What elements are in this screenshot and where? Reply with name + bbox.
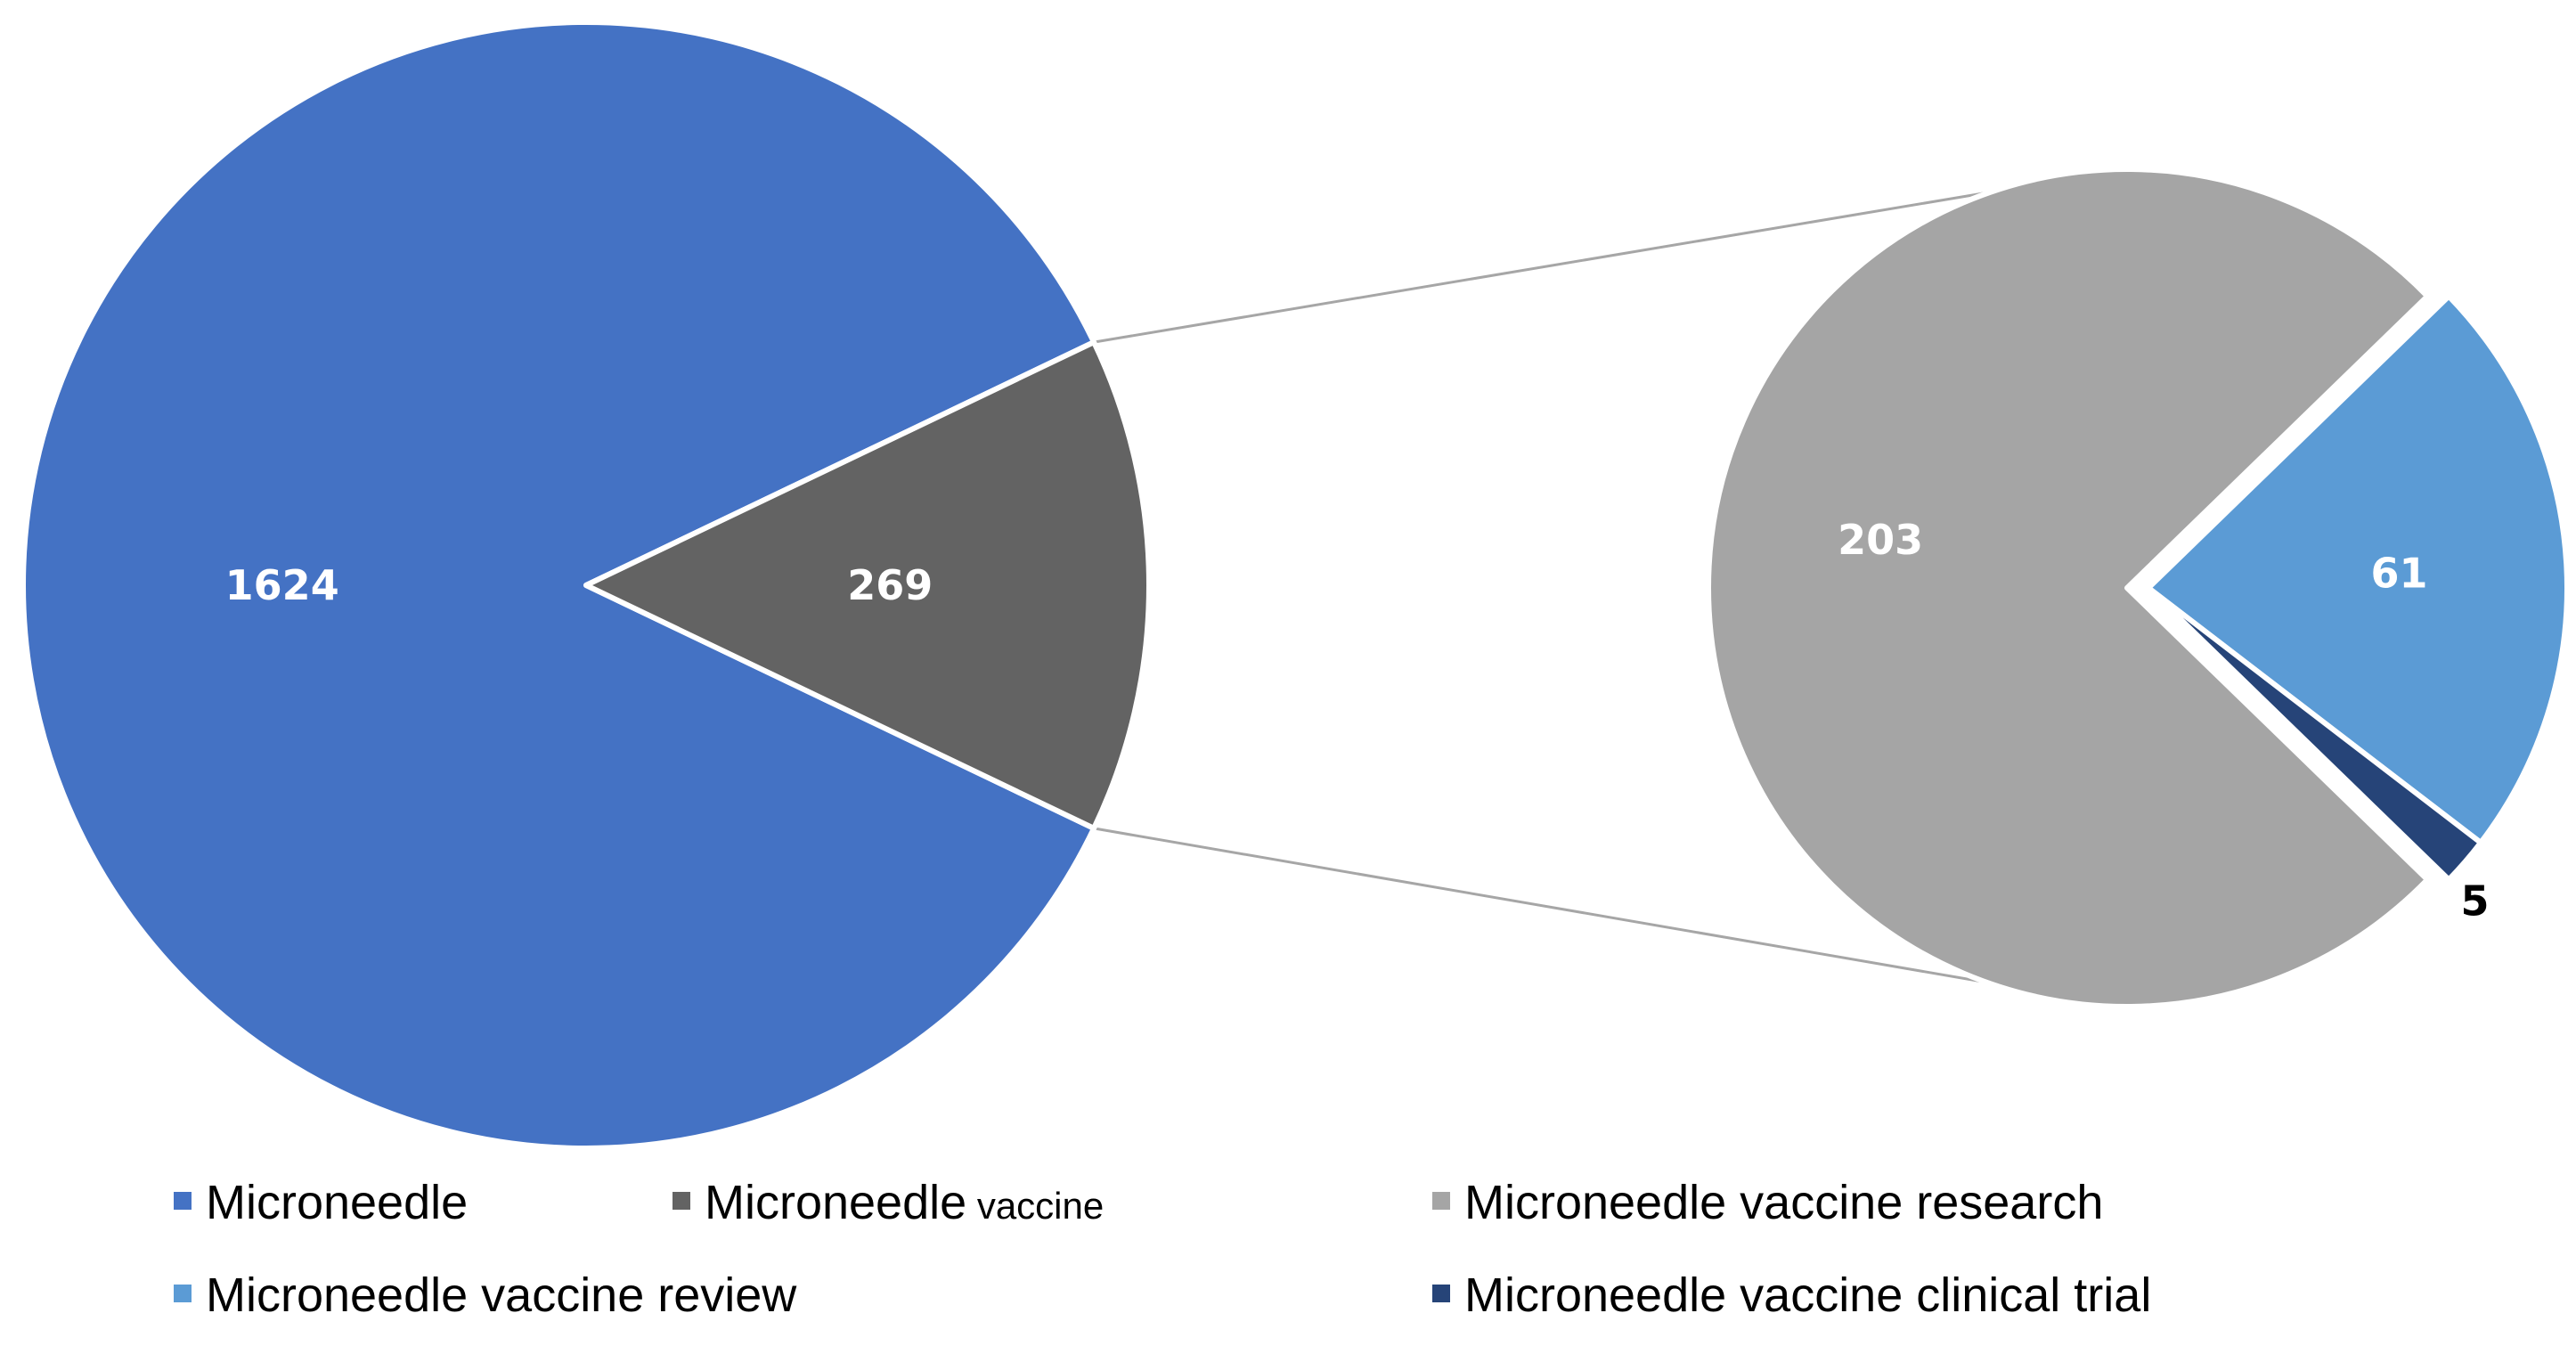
legend-swatch — [1432, 1285, 1450, 1302]
legend-entry-microneedle-vaccine-review: Microneedle vaccine review — [174, 1268, 797, 1322]
legend-entry-microneedle-vaccine-research: Microneedle vaccine research — [1432, 1176, 2103, 1229]
legend-entry-microneedle: Microneedle — [174, 1176, 468, 1229]
main-slice-microneedle-vaccine — [583, 339, 1152, 831]
connector-line-bottom — [1093, 827, 2128, 1008]
main-slice-label-microneedle-vaccine: 269 — [847, 561, 933, 609]
connector-line-top — [1093, 167, 2128, 344]
main-pie — [20, 20, 1152, 1151]
legend-label: Microneedle — [206, 1176, 468, 1229]
legend-entry-microneedle-vaccine-clinical-trial: Microneedle vaccine clinical trial — [1432, 1268, 2151, 1322]
connector-lines — [1093, 167, 2128, 1008]
legend-label: Microneedle vaccine research — [1464, 1176, 2103, 1229]
secondary-slice-microneedle-vaccine-clinical-trial — [2146, 585, 2484, 883]
legend-label: Microneedle vaccine review — [206, 1268, 797, 1322]
main-slice-microneedle — [20, 20, 1097, 1151]
main-slice-label-microneedle: 1624 — [225, 561, 339, 609]
slice-labels: 1624 269 203 61 5 — [225, 516, 2490, 925]
legend-swatch — [174, 1285, 192, 1302]
secondary-slice-microneedle-vaccine-research — [1706, 167, 2431, 1009]
legend: Microneedle Microneedle vaccine Microneedl… — [174, 1176, 2151, 1322]
legend-entry-microneedle-vaccine: Microneedle vaccine — [673, 1176, 1104, 1229]
secondary-slice-label-microneedle-vaccine-review: 61 — [2370, 550, 2427, 598]
legend-swatch — [174, 1192, 192, 1210]
legend-swatch — [1432, 1192, 1450, 1210]
legend-label: Microneedle vaccine — [705, 1176, 1104, 1229]
secondary-slice-microneedle-vaccine-review — [2146, 293, 2570, 845]
legend-swatch — [673, 1192, 690, 1210]
secondary-slice-label-microneedle-vaccine-research: 203 — [1838, 516, 1923, 564]
secondary-slice-label-microneedle-vaccine-clinical-trial: 5 — [2460, 877, 2489, 926]
legend-label: Microneedle vaccine clinical trial — [1464, 1268, 2151, 1322]
secondary-pie — [1706, 167, 2570, 1009]
